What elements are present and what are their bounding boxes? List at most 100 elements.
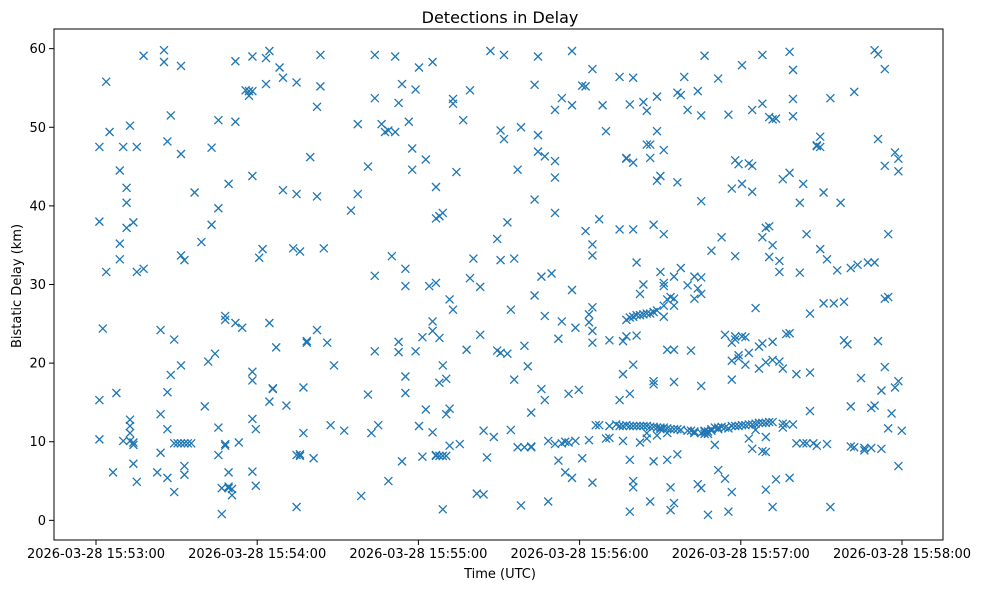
data-point (713, 74, 723, 83)
data-point (281, 401, 291, 411)
data-point (125, 121, 135, 131)
data-point (540, 311, 550, 321)
data-point (625, 100, 635, 109)
data-point (587, 338, 597, 348)
data-point (162, 136, 172, 146)
data-point (298, 428, 308, 438)
data-point (162, 473, 172, 483)
data-point (448, 99, 458, 109)
data-point (176, 438, 186, 448)
x-tick-label: 2026-03-28 15:56:00 (511, 547, 649, 562)
data-point (407, 165, 417, 175)
data-point (438, 361, 448, 370)
data-point (706, 246, 716, 256)
data-point (176, 250, 186, 260)
data-point (492, 234, 502, 244)
data-point (747, 105, 757, 115)
data-point (587, 478, 597, 488)
data-point (883, 423, 893, 433)
data-point (519, 341, 529, 351)
data-point (295, 449, 305, 459)
data-point (686, 346, 696, 355)
data-point (234, 438, 244, 447)
data-point (655, 171, 665, 181)
data-point (428, 57, 438, 67)
data-point (754, 418, 764, 428)
data-point (825, 502, 835, 512)
data-point (326, 420, 336, 430)
data-point (132, 477, 142, 487)
data-point (220, 315, 230, 325)
data-point (258, 244, 268, 254)
data-point (502, 349, 512, 359)
data-point (761, 447, 771, 457)
data-point (122, 198, 132, 208)
data-point (662, 345, 672, 355)
data-point (849, 442, 859, 452)
data-point (642, 434, 652, 444)
data-point (179, 438, 189, 448)
data-point (689, 294, 699, 304)
data-point (458, 115, 468, 125)
data-point (798, 179, 808, 189)
data-point (302, 336, 312, 346)
data-point (771, 475, 781, 484)
data-point (162, 387, 172, 397)
data-point (747, 187, 757, 197)
data-point (288, 243, 298, 253)
data-point (220, 439, 230, 449)
data-point (261, 53, 271, 63)
data-point (128, 440, 138, 450)
data-point (581, 226, 591, 236)
data-point (186, 438, 196, 448)
data-point (815, 132, 825, 142)
data-point (346, 206, 356, 216)
data-point (584, 435, 594, 445)
data-point (764, 252, 774, 262)
data-point (370, 93, 380, 103)
data-point (693, 86, 703, 96)
data-point (397, 79, 407, 89)
data-point (876, 444, 886, 454)
data-point (805, 368, 815, 378)
data-point (564, 389, 574, 399)
data-point (431, 182, 441, 192)
data-point (645, 497, 655, 506)
data-point (468, 254, 478, 264)
data-point (676, 263, 686, 273)
data-point (859, 445, 869, 455)
data-point (717, 232, 727, 242)
data-point (570, 436, 580, 446)
data-point (856, 373, 866, 383)
data-point (125, 428, 135, 438)
data-point (819, 298, 829, 308)
data-point (455, 439, 465, 449)
data-point (319, 243, 329, 253)
data-point (625, 421, 635, 431)
data-point (557, 316, 567, 326)
data-point (125, 415, 135, 425)
data-point (649, 220, 659, 230)
data-point (516, 500, 526, 510)
data-point (176, 149, 186, 159)
data-point (652, 176, 662, 186)
data-point (696, 483, 706, 493)
data-point (431, 451, 441, 461)
data-point (414, 421, 424, 431)
data-point (696, 196, 706, 206)
data-point (156, 409, 166, 419)
data-point (601, 126, 611, 136)
data-point (448, 305, 458, 315)
data-point (870, 258, 880, 267)
data-point (628, 421, 638, 431)
data-point (628, 225, 638, 234)
data-point (383, 125, 393, 135)
data-point (822, 254, 832, 264)
data-point (849, 87, 859, 97)
data-point (445, 441, 455, 451)
y-tick-label: 50 (29, 121, 46, 136)
data-point (479, 426, 489, 436)
data-point (179, 470, 189, 480)
data-point (540, 395, 550, 405)
data-point (213, 115, 223, 125)
